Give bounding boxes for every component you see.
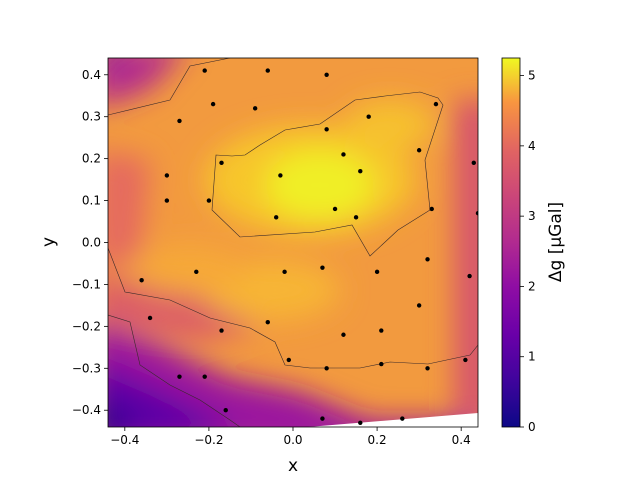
data-point-0 <box>202 68 207 73</box>
data-point-35 <box>341 332 346 337</box>
x-axis-label: x <box>288 456 298 476</box>
data-point-7 <box>433 101 439 107</box>
colorbar-tick-label-1: 1 <box>528 350 536 364</box>
data-point-38 <box>324 366 329 371</box>
data-point-32 <box>265 319 270 325</box>
data-point-43 <box>223 408 228 413</box>
data-point-34 <box>379 328 384 333</box>
data-point-12 <box>164 173 170 178</box>
data-point-23 <box>320 265 325 270</box>
data-point-22 <box>475 210 478 216</box>
data-point-27 <box>425 257 430 262</box>
data-point-19 <box>429 206 434 212</box>
data-point-45 <box>358 420 363 426</box>
colorbar-ticks: 0 1 2 3 4 5 <box>520 69 536 434</box>
colorbar-tick-label-5: 5 <box>528 69 536 83</box>
y-tick-label-8: 0.4 <box>82 68 101 82</box>
y-tick-label-1: −0.3 <box>72 361 101 375</box>
data-point-30 <box>416 303 422 308</box>
data-point-31 <box>147 315 153 321</box>
data-point-40 <box>463 357 468 363</box>
data-point-26 <box>374 269 380 275</box>
data-point-36 <box>286 357 291 363</box>
colorbar-tick-label-0: 0 <box>528 420 536 434</box>
data-point-28 <box>467 273 472 279</box>
x-tick-label-0: −0.4 <box>110 433 139 447</box>
data-point-24 <box>194 269 199 275</box>
data-point-15 <box>471 160 476 166</box>
data-point-18 <box>332 206 338 212</box>
colorbar-tick-label-4: 4 <box>528 139 536 153</box>
data-point-4 <box>252 106 258 111</box>
data-point-13 <box>278 173 283 178</box>
colorbar-tick-label-3: 3 <box>528 209 536 223</box>
data-point-29 <box>139 278 144 283</box>
data-point-17 <box>206 198 212 203</box>
observation-points <box>139 68 478 426</box>
colorbar <box>501 57 521 428</box>
y-tick-label-0: −0.4 <box>72 403 101 417</box>
data-point-10 <box>219 160 224 166</box>
data-point-42 <box>202 374 207 379</box>
data-point-14 <box>358 169 363 174</box>
x-tick-label-2: 0.0 <box>283 433 302 447</box>
y-axis-ticks: −0.4 −0.3 −0.2 −0.1 0.0 0.1 0.2 0.3 0.4 <box>72 68 108 417</box>
y-tick-label-7: 0.3 <box>82 110 101 124</box>
y-tick-label-2: −0.2 <box>72 319 101 333</box>
x-tick-label-3: 0.2 <box>368 433 387 447</box>
data-point-20 <box>273 215 279 220</box>
data-point-5 <box>177 118 182 124</box>
data-point-33 <box>219 328 224 333</box>
data-point-6 <box>366 114 371 119</box>
x-axis-ticks: −0.4 −0.2 0.0 0.2 0.4 <box>110 427 471 447</box>
y-tick-label-3: −0.1 <box>72 277 101 291</box>
heatmap-field <box>108 58 478 427</box>
y-tick-label-6: 0.2 <box>82 152 101 166</box>
data-point-1 <box>265 68 270 73</box>
colorbar-label: Δg [μGal] <box>546 202 566 282</box>
data-point-46 <box>400 416 405 421</box>
data-point-2 <box>324 72 329 77</box>
data-point-37 <box>379 361 384 367</box>
data-point-41 <box>177 374 182 379</box>
data-point-25 <box>282 269 287 275</box>
contour-line-lower <box>108 247 478 427</box>
y-tick-label-4: 0.0 <box>82 236 101 250</box>
x-tick-label-1: −0.2 <box>194 433 223 447</box>
contour-line-upper <box>108 58 444 257</box>
data-point-11 <box>416 148 422 153</box>
colorbar-tick-label-2: 2 <box>528 279 536 293</box>
x-tick-label-4: 0.4 <box>452 433 471 447</box>
data-point-39 <box>425 366 430 371</box>
y-axis-label: y <box>39 237 59 247</box>
data-point-3 <box>210 101 216 107</box>
y-tick-label-5: 0.1 <box>82 194 101 208</box>
data-point-21 <box>353 215 359 220</box>
data-point-44 <box>320 416 325 421</box>
data-point-8 <box>324 127 329 132</box>
data-point-16 <box>164 198 170 203</box>
data-point-9 <box>341 152 346 157</box>
